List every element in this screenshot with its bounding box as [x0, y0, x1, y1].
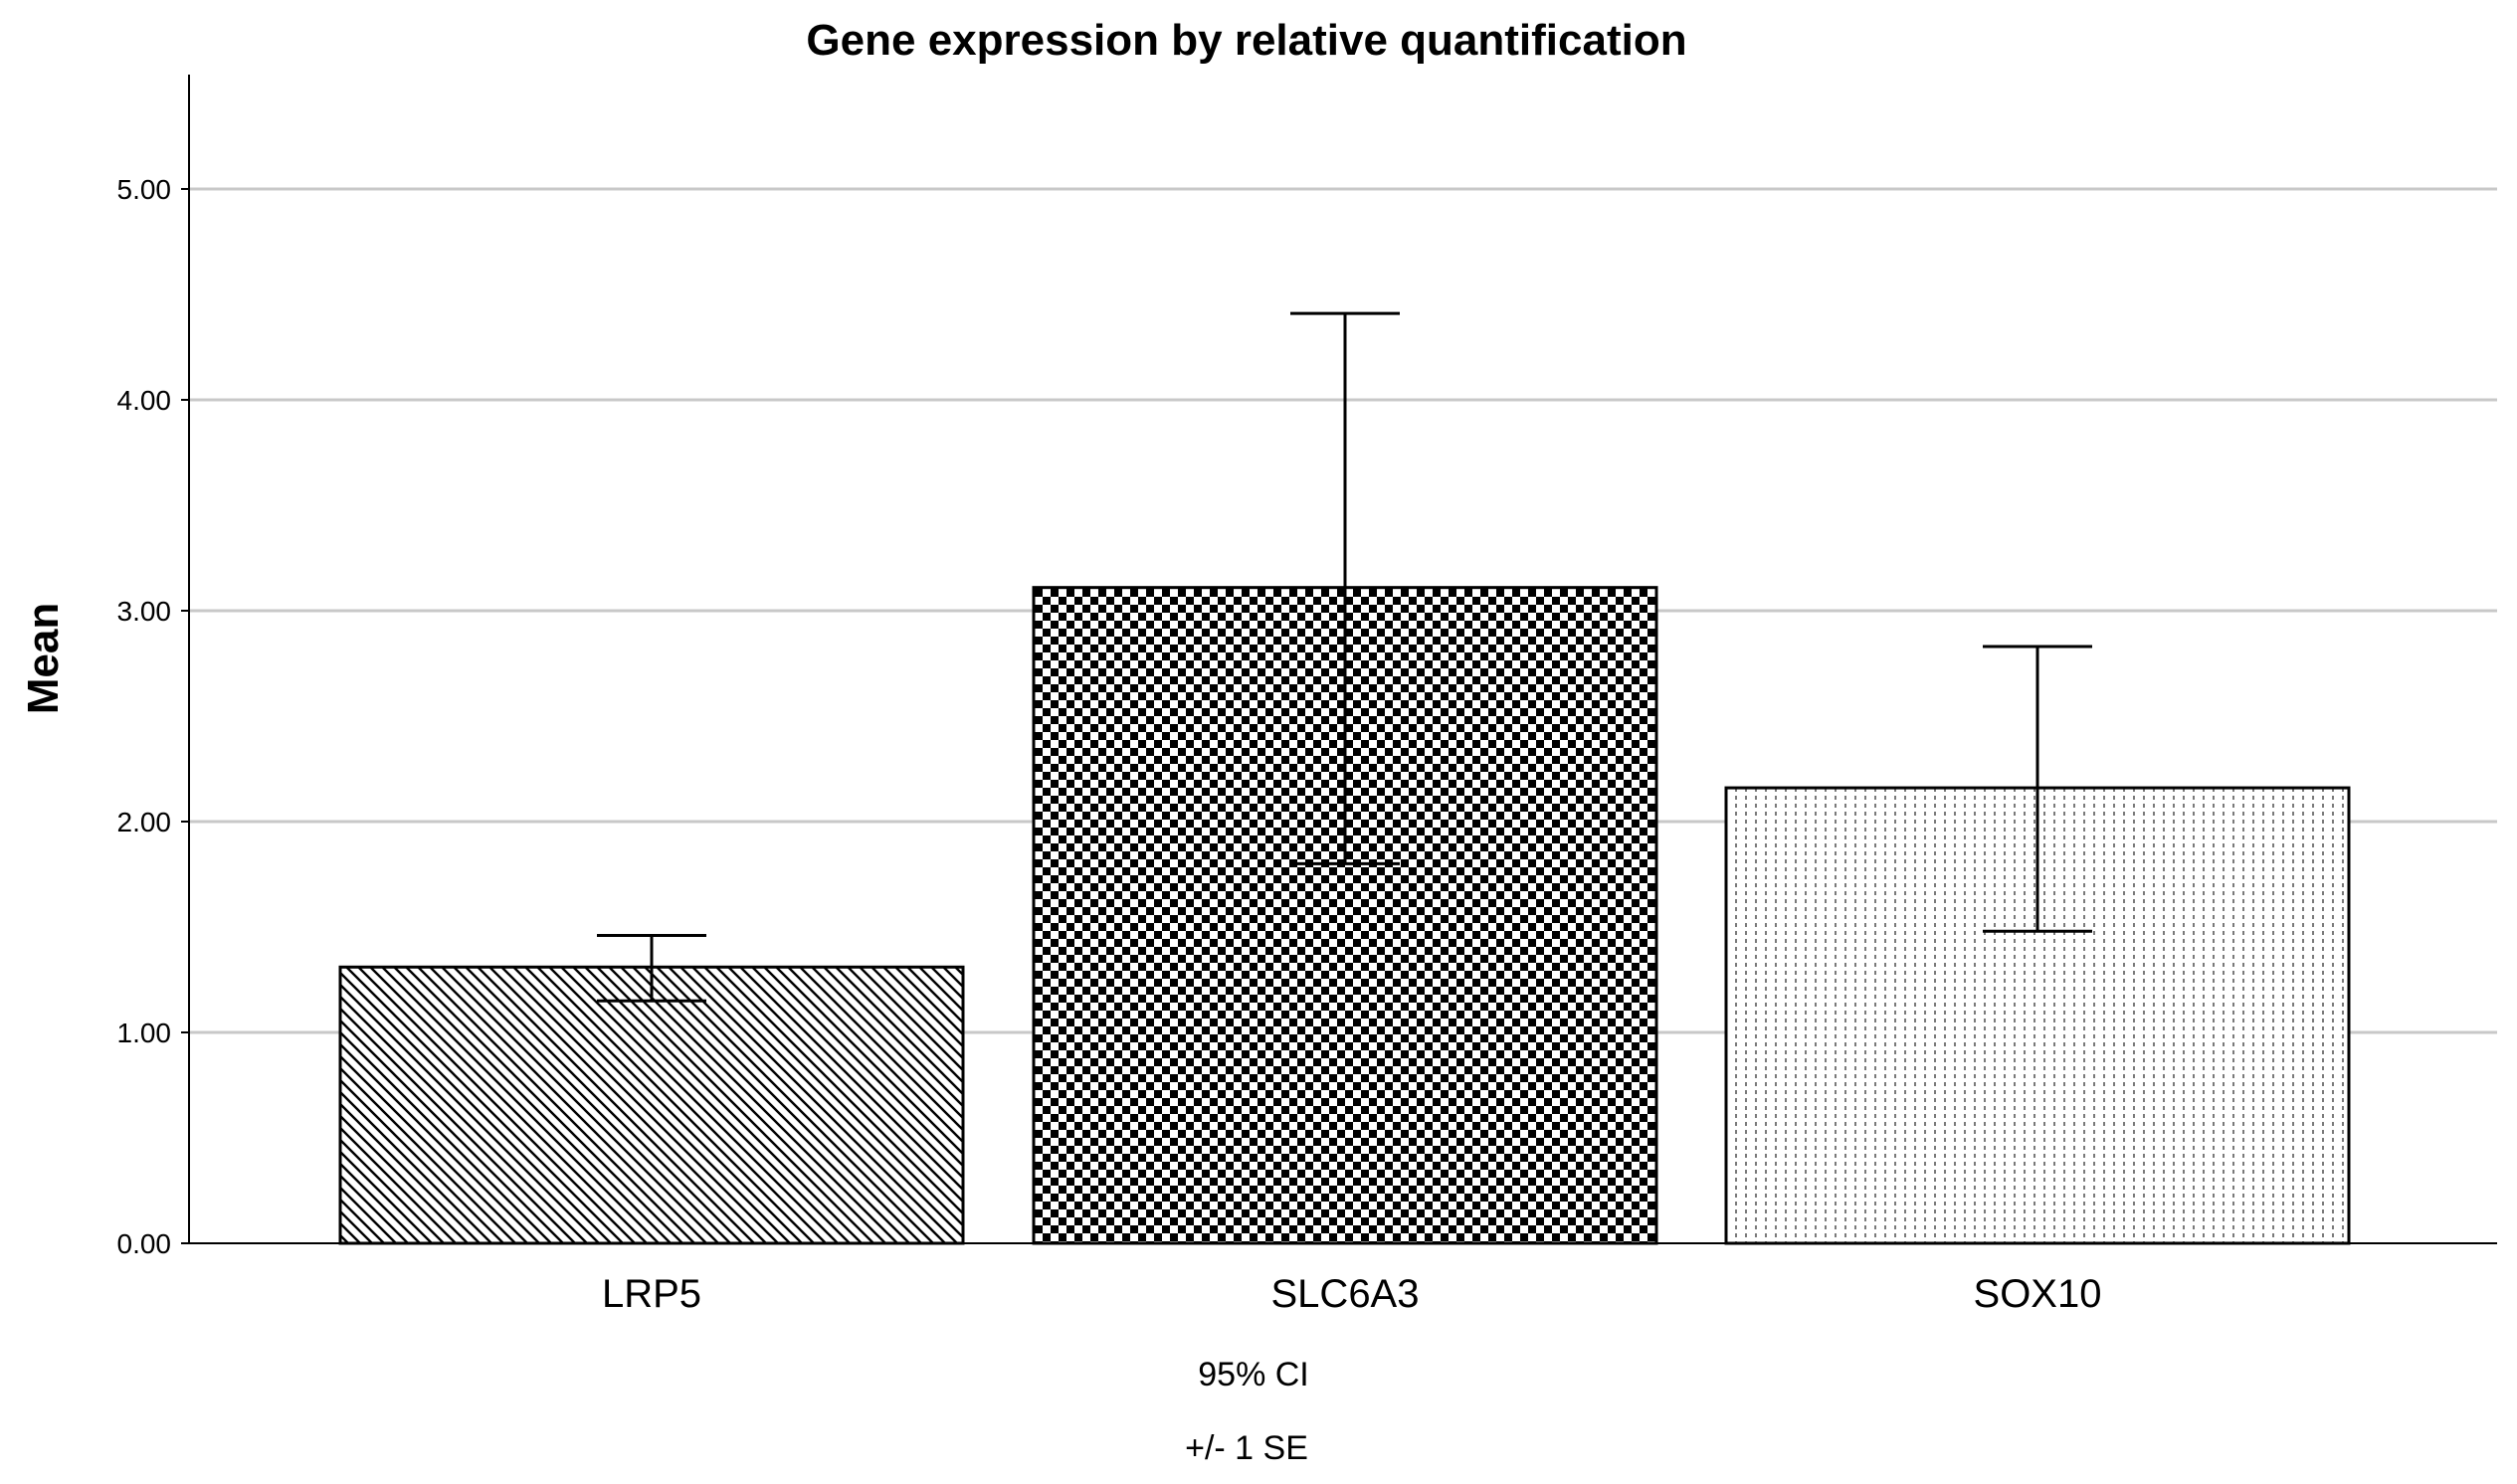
chart-title: Gene expression by relative quantificati… [806, 16, 1686, 65]
x-category-label-lrp5: LRP5 [602, 1272, 701, 1316]
y-tick-label-5: 5.00 [117, 174, 172, 205]
y-tick-label-4: 4.00 [117, 385, 172, 416]
footnote-ci: 95% CI [1198, 1356, 1309, 1393]
error-bars [597, 311, 2092, 1003]
y-tick-label-2: 2.00 [117, 807, 172, 837]
y-tick-label-3: 3.00 [117, 596, 172, 627]
x-category-label-sox10: SOX10 [1974, 1272, 2102, 1316]
x-category-label-slc6a3: SLC6A3 [1271, 1272, 1420, 1316]
bar-lrp5 [338, 965, 965, 1245]
footnote-se: +/- 1 SE [1185, 1429, 1308, 1467]
y-axis-ticks: 0.00 1.00 2.00 3.00 4.00 5.00 [117, 174, 189, 1259]
x-axis-categories: LRP5 SLC6A3 SOX10 [602, 1272, 2102, 1316]
y-axis-label: Mean [19, 603, 68, 714]
y-tick-label-0: 0.00 [117, 1228, 172, 1259]
y-tick-label-1: 1.00 [117, 1018, 172, 1048]
